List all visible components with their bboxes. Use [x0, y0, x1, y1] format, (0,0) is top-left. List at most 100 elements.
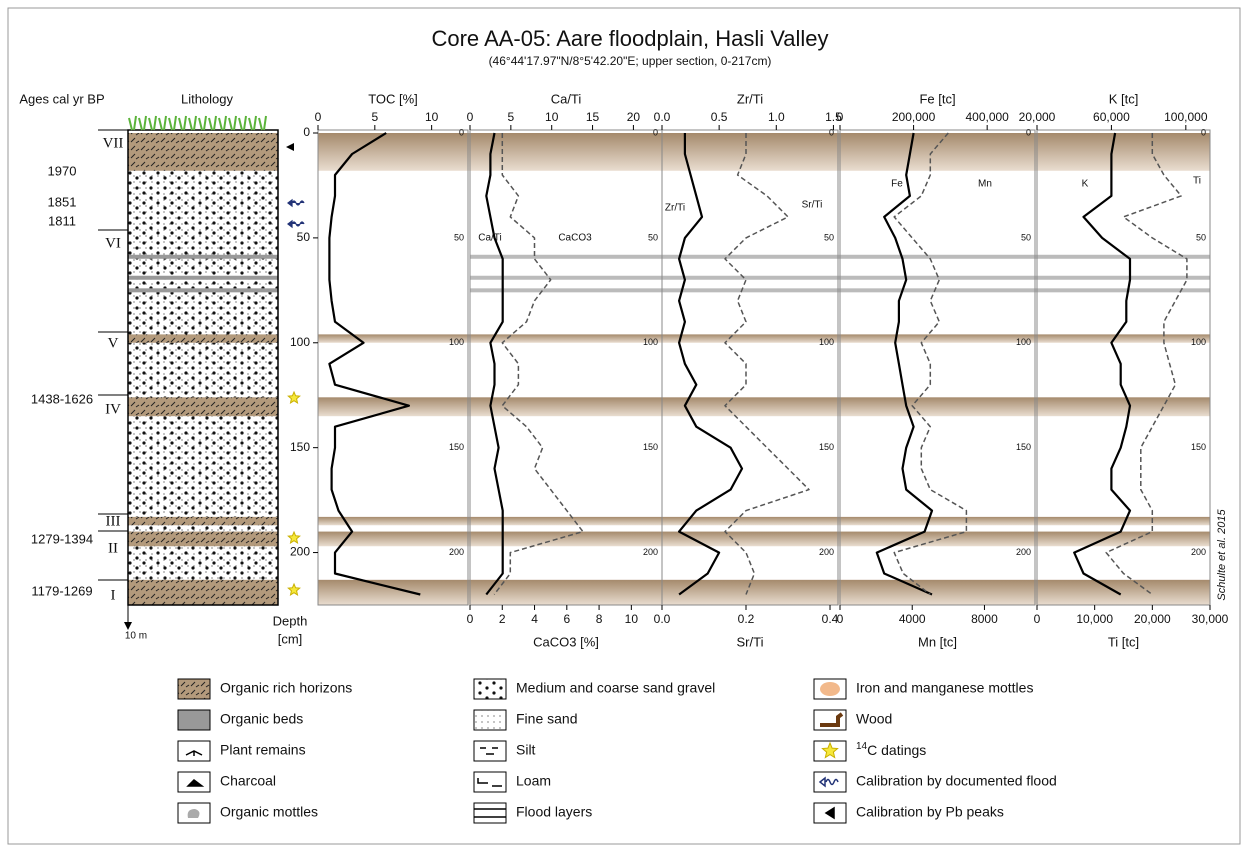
- depth-label-small: 100: [643, 337, 658, 347]
- curve-label: Ca/Ti: [478, 233, 502, 244]
- lith-organic-horizon: [128, 516, 278, 526]
- x-tick-label: 1.5: [825, 110, 842, 124]
- legend-item: Plant remains: [177, 740, 306, 762]
- grass: [148, 115, 157, 131]
- x-tick-label: 0.5: [711, 110, 728, 124]
- lith-organic-horizon: [128, 531, 278, 547]
- legend-item: 14C datings: [813, 740, 926, 762]
- depth-label-small: 0: [1201, 127, 1206, 137]
- organic-band: [318, 579, 1210, 605]
- lith-frame: [127, 129, 279, 606]
- solid-curve: [485, 132, 504, 596]
- organic-band: [318, 516, 1210, 526]
- legend-label: Fine sand: [516, 711, 577, 727]
- legend-label: Iron and manganese mottles: [856, 680, 1033, 696]
- legend-label: Loam: [516, 773, 551, 789]
- legend-icon: [474, 808, 506, 818]
- legend-item: Flood layers: [473, 802, 592, 824]
- curve-label: CaCO3: [558, 233, 592, 244]
- legend-item: Charcoal: [177, 771, 276, 793]
- flood-marker: [287, 198, 305, 208]
- dashed-curve: [493, 133, 584, 595]
- unit-label: VII: [103, 135, 124, 151]
- x2-tick-label: 0.2: [738, 612, 755, 626]
- axis-title: Zr/Ti: [737, 91, 763, 106]
- age-label: 1811: [48, 213, 76, 228]
- x-tick-label: 1.0: [768, 110, 785, 124]
- organic-band: [318, 397, 1210, 417]
- x-tick-label: 0: [315, 110, 322, 124]
- curve-label: Mn: [978, 179, 992, 190]
- legend-item: Loam: [473, 771, 551, 793]
- depth-label-small: 50: [824, 232, 834, 242]
- x2-tick-label: 10: [625, 612, 639, 626]
- unit-label: IV: [105, 401, 121, 417]
- dashed-curve: [1105, 133, 1188, 596]
- depth-label: Depth: [273, 613, 308, 628]
- grass: [248, 115, 257, 131]
- x-tick-label: 200,000: [892, 110, 936, 124]
- legend-icon: [186, 779, 205, 787]
- x-tick-label: 10: [425, 110, 439, 124]
- panel-frame: [1036, 129, 1211, 606]
- depth-label-small: 200: [819, 547, 834, 557]
- dashed-curve: [893, 132, 968, 596]
- unit-label: VI: [105, 235, 121, 251]
- legend-icon: [820, 682, 840, 696]
- x2-tick-label: 20,000: [1134, 612, 1171, 626]
- depth-label-small: 100: [1191, 337, 1206, 347]
- legend-icon-box: [473, 771, 507, 793]
- x-tick-label: 100,000: [1164, 110, 1208, 124]
- curve-label: K: [1082, 179, 1089, 190]
- x-tick-label: 10: [545, 110, 559, 124]
- axis-title: Ca/Ti: [551, 91, 582, 106]
- legend-icon: [821, 741, 839, 759]
- age-label: 1970: [48, 163, 77, 178]
- legend-icon: [187, 809, 200, 818]
- lith-organic-bed: [128, 288, 278, 293]
- grass: [228, 115, 237, 131]
- legend-icon-box: [177, 709, 211, 731]
- legend-label: Wood: [856, 711, 892, 727]
- axis-title: K [tc]: [1109, 91, 1139, 106]
- lith-organic-bed: [128, 275, 278, 280]
- y-tick-label: 50: [297, 230, 311, 244]
- depth-label-small: 150: [643, 442, 658, 452]
- legend-icon: [480, 747, 498, 755]
- age-label: 1179-1269: [31, 583, 92, 598]
- x-tick-label: 400,000: [965, 110, 1009, 124]
- legend-item: Medium and coarse sand gravel: [473, 678, 715, 700]
- x2-tick-label: 8: [596, 612, 603, 626]
- title: Core AA-05: Aare floodplain, Hasli Valle…: [431, 26, 828, 51]
- x2-tick-label: 0: [467, 612, 474, 626]
- legend-icon-box: [473, 709, 507, 731]
- legend-item: Fine sand: [473, 709, 577, 731]
- x-tick-label: 20,000: [1019, 110, 1056, 124]
- legend-label: Flood layers: [516, 804, 592, 820]
- depth-label-small: 0: [653, 127, 658, 137]
- x2-tick-label: 30,000: [1192, 612, 1229, 626]
- x-tick-label: 20: [627, 110, 641, 124]
- legend-icon: [185, 750, 203, 756]
- legend-item: Calibration by documented flood: [813, 771, 1057, 793]
- grass: [188, 115, 197, 131]
- legend-icon-box: [473, 740, 507, 762]
- credit: Schulte et al. 2015: [1216, 509, 1228, 601]
- legend-icon-box: [177, 678, 211, 700]
- grass: [238, 115, 247, 131]
- depth-label-small: 200: [1016, 547, 1031, 557]
- legend-icon: [477, 778, 502, 787]
- x2-tick-label: 4: [531, 612, 538, 626]
- legend-item: Organic rich horizons: [177, 678, 352, 700]
- legend-text: C datings: [867, 742, 926, 758]
- grass: [168, 115, 177, 131]
- legend-label: Charcoal: [220, 773, 276, 789]
- depth-label-small: 150: [449, 442, 464, 452]
- axis-title: TOC [%]: [368, 91, 418, 106]
- legend-icon: [820, 712, 844, 727]
- age-label: 1438-1626: [31, 391, 93, 406]
- depth-label-small: 150: [819, 442, 834, 452]
- x-tick-label: 60,000: [1093, 110, 1130, 124]
- y-tick-label: 200: [290, 545, 310, 559]
